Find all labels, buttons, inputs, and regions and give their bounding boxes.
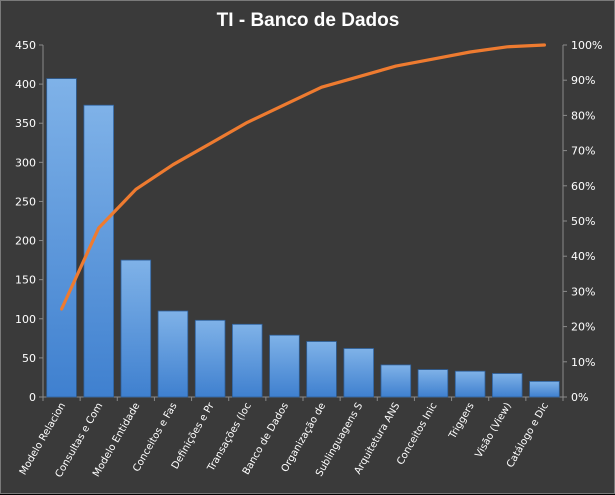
bar [491,373,523,398]
y2-tick-label: 50% [571,215,595,228]
y2-tick-label: 100% [571,39,602,52]
y2-tick-label: 90% [571,74,595,87]
bar [343,348,374,398]
chart-title: TI - Banco de Dados [217,10,400,31]
y-tick-label: 150 [15,274,36,287]
axes: 0 50 100 150 200 250 300 350 400 450 0% 10% 20% 30% 40… [15,39,602,404]
y-tick-label: 100 [15,313,36,326]
category-label: Conceitos Inic [395,401,439,467]
bar [306,341,337,398]
y2-tick-label: 40% [571,250,595,263]
category-label: Visão (View) [474,401,514,460]
bars [46,78,560,398]
cumulative-line [59,43,547,311]
category-label: Triggers [447,401,477,442]
y-tick-label: 450 [15,39,36,52]
bar [417,369,449,398]
y2-tick-label: 10% [571,356,595,369]
y-tick-label: 200 [15,235,36,248]
y-tick-label: 400 [15,78,36,91]
y2-tick-label: 20% [571,321,595,334]
y-tick-label: 0 [29,391,36,404]
cumulative-percentage-line [59,43,547,311]
y2-tick-label: 80% [571,109,595,122]
y2-tick-label: 70% [571,145,595,158]
bar [157,310,189,398]
bar [194,319,226,398]
y2-tick-label: 30% [571,285,595,298]
y-tick-label: 50 [22,352,36,365]
bar [529,380,560,398]
bar [454,370,486,398]
y-tick-label: 350 [15,117,36,130]
bar [231,323,263,398]
bar [380,364,412,398]
bar [120,259,152,398]
y2-tick-label: 60% [571,180,595,193]
bar [46,78,77,398]
bar [269,334,300,398]
y2-tick-label: 0% [571,391,588,404]
y-tick-label: 250 [15,195,36,208]
y-tick-label: 300 [15,156,36,169]
